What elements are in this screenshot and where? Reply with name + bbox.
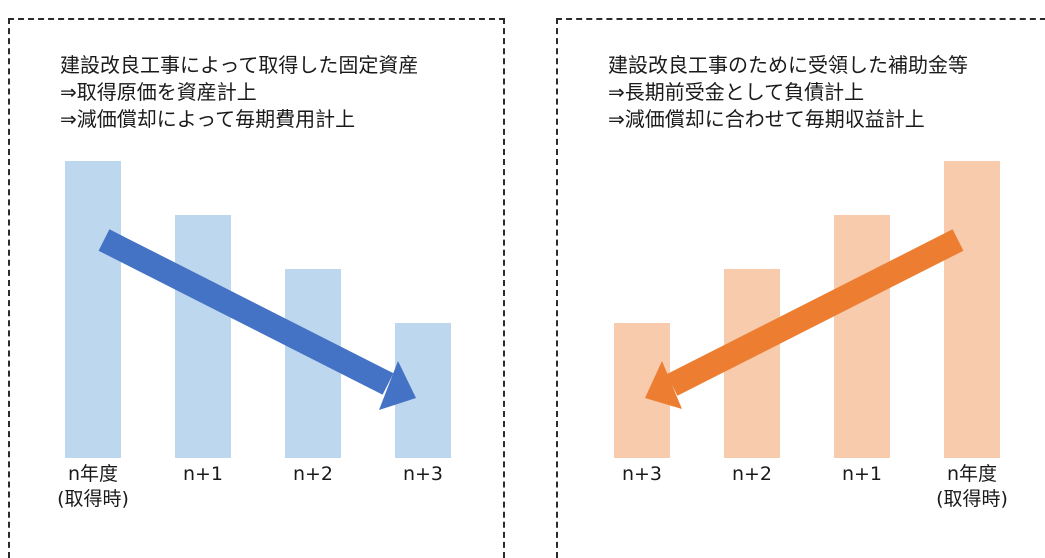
- left-label-n2: n+2: [292, 463, 334, 485]
- right-label-n-sub: (取得時): [936, 488, 1008, 510]
- right-caption-line3: ⇒減価償却に合わせて毎期収益計上: [608, 107, 925, 131]
- left-bar-n: [65, 161, 121, 458]
- left-caption-line2: ⇒取得原価を資産計上: [60, 80, 257, 104]
- right-caption: 建設改良工事のために受領した補助金等 ⇒長期前受金として負債計上 ⇒減価償却に合…: [608, 52, 968, 133]
- left-label-n-sub: (取得時): [57, 488, 129, 510]
- right-label-n1: n+1: [841, 463, 883, 485]
- left-label-n: n年度 (取得時): [38, 462, 148, 512]
- right-bar-n1: [834, 215, 890, 458]
- left-bar-n1: [175, 215, 231, 458]
- left-caption: 建設改良工事によって取得した固定資産 ⇒取得原価を資産計上 ⇒減価償却によって毎…: [60, 52, 418, 133]
- left-caption-line1: 建設改良工事によって取得した固定資産: [60, 53, 419, 77]
- right-label-n2: n+2: [731, 463, 773, 485]
- right-panel-frame: [556, 18, 1045, 558]
- left-label-n3: n+3: [402, 463, 444, 485]
- left-label-n1: n+1: [182, 463, 224, 485]
- right-caption-line2: ⇒長期前受金として負債計上: [608, 80, 865, 104]
- left-label-n-main: n年度: [67, 463, 119, 485]
- arrows-layer: [98, 229, 964, 410]
- right-caption-line1: 建設改良工事のために受領した補助金等: [608, 53, 968, 77]
- left-panel-frame: [8, 18, 505, 558]
- right-label-n3: n+3: [621, 463, 663, 485]
- right-bar-n: [944, 161, 1000, 458]
- orange-down-left-arrow-icon: [645, 229, 964, 409]
- left-caption-line3: ⇒減価償却によって毎期費用計上: [60, 107, 356, 131]
- right-label-n-main: n年度: [946, 463, 998, 485]
- blue-down-right-arrow-icon: [98, 229, 416, 410]
- right-label-n: n年度 (取得時): [917, 462, 1027, 512]
